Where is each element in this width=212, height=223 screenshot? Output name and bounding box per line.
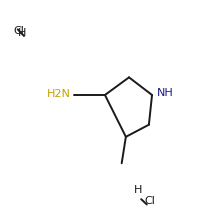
Text: Cl: Cl [145,196,156,206]
Text: H: H [134,185,143,195]
Text: Cl: Cl [13,26,24,36]
Text: H2N: H2N [47,89,70,99]
Text: H: H [18,28,26,38]
Text: NH: NH [157,88,174,98]
